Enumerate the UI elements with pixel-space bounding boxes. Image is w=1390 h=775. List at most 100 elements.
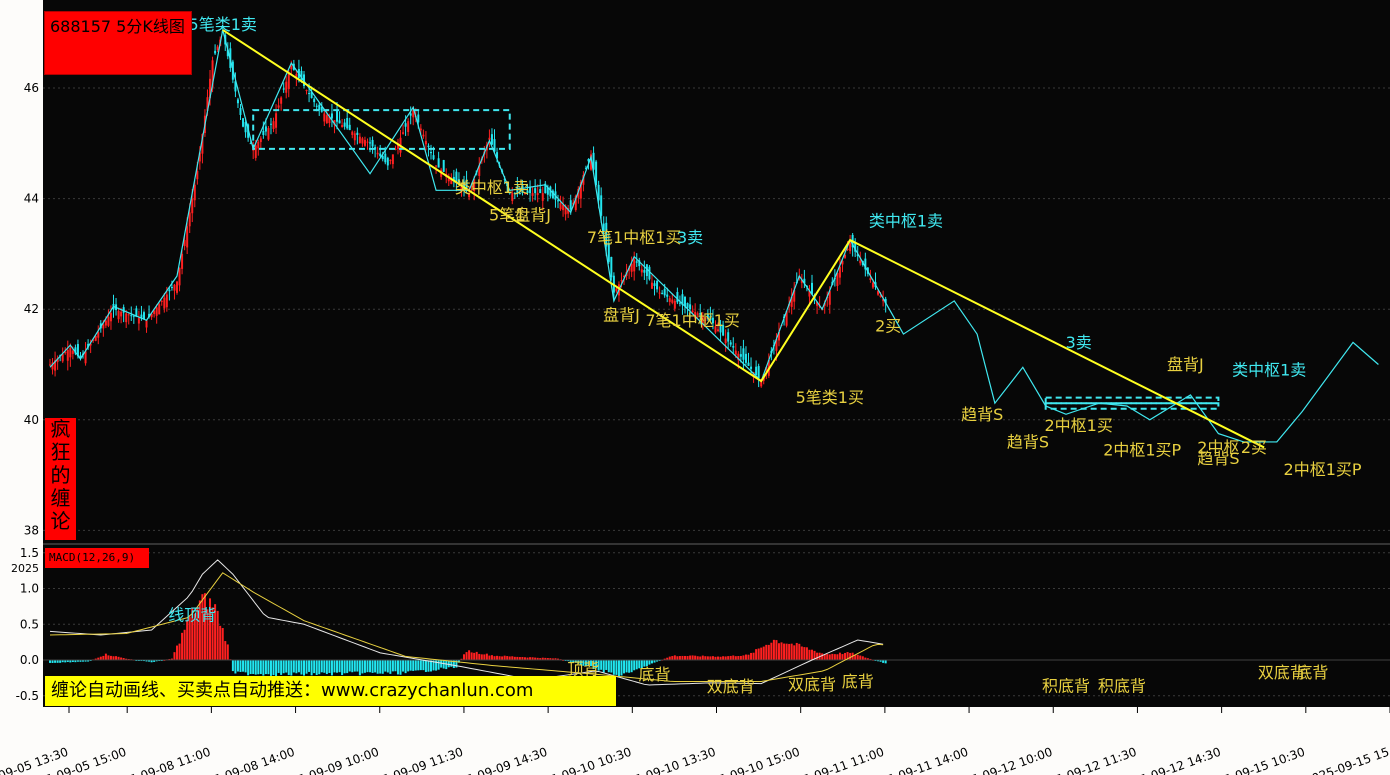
candle-body [249, 143, 252, 145]
macd-histogram-bar [551, 658, 554, 660]
macd-histogram-bar [833, 654, 836, 660]
macd-histogram-bar [272, 660, 275, 676]
candle-body [468, 193, 471, 198]
candle-body [650, 282, 653, 289]
macd-histogram-bar [183, 629, 186, 660]
macd-histogram-bar [69, 660, 72, 663]
candle-body [696, 313, 699, 315]
candle-body [727, 332, 730, 342]
macd-histogram-bar [226, 644, 229, 660]
macd-histogram-bar [800, 646, 803, 660]
candle-body [620, 280, 623, 282]
candle-body [490, 134, 493, 145]
macd-histogram-bar [732, 655, 735, 660]
candle-body [191, 198, 194, 214]
macd-histogram-bar [648, 660, 651, 665]
candle-body [153, 310, 156, 315]
candle-body [859, 260, 862, 264]
macd-signal-label: 双底背 [1258, 663, 1306, 682]
macd-histogram-bar [841, 654, 844, 660]
candle-body [176, 281, 178, 293]
macd-histogram-bar [866, 658, 869, 660]
macd-histogram-bar [206, 609, 209, 660]
candle-body [409, 113, 412, 116]
macd-histogram-bar [247, 660, 250, 676]
macd-histogram-bar [694, 655, 697, 660]
candle-body [333, 120, 336, 125]
macd-histogram-bar [643, 660, 646, 667]
macd-histogram-bar [239, 660, 242, 673]
candle-body [757, 366, 760, 379]
macd-histogram-bar [275, 660, 278, 677]
candle-body [732, 346, 735, 348]
candle-body [290, 65, 293, 70]
macd-histogram-bar [430, 660, 432, 672]
candle-body [452, 176, 455, 181]
macd-histogram-bar [511, 656, 514, 660]
candle-body [102, 324, 105, 329]
candle-body [846, 248, 849, 250]
candle-body [353, 133, 356, 141]
macd-histogram-bar [338, 660, 341, 673]
macd-histogram-bar [719, 656, 722, 660]
promo-banner[interactable]: 缠论自动画线、买卖点自动推送：www.crazychanlun.com [45, 676, 616, 706]
macd-histogram-bar [678, 656, 681, 660]
macd-histogram-bar [201, 594, 204, 660]
macd-histogram-bar [178, 643, 181, 660]
macd-dea-line [49, 572, 884, 682]
macd-histogram-bar [323, 660, 326, 673]
macd-histogram-bar [61, 660, 64, 663]
macd-histogram-bar [709, 656, 712, 660]
candle-body [856, 254, 859, 257]
candle-body [516, 186, 519, 194]
macd-histogram-bar [493, 656, 496, 660]
macd-histogram-bar [297, 660, 300, 673]
candle-body [564, 206, 567, 215]
candle-body [87, 343, 90, 348]
macd-histogram-bar [539, 658, 542, 660]
macd-histogram-bar [402, 660, 405, 672]
signal-label: 盘背J [603, 305, 640, 324]
macd-histogram-bar [473, 652, 476, 660]
candle-body [584, 167, 587, 169]
candle-body [653, 283, 656, 286]
candle-body [188, 212, 191, 227]
macd-histogram-bar [417, 660, 420, 671]
candle-body [496, 152, 499, 159]
macd-histogram-bar [516, 656, 519, 660]
signal-label: 类中枢1卖 [455, 178, 529, 197]
candle-body [402, 132, 405, 134]
macd-histogram-bar [777, 643, 780, 660]
macd-histogram-bar [109, 655, 112, 660]
macd-histogram-bar [173, 652, 176, 660]
macd-histogram-bar [844, 652, 847, 660]
macd-signal-label: 积底背 [1098, 676, 1146, 695]
macd-signal-label: 双底背 [788, 675, 836, 694]
macd-histogram-bar [409, 660, 412, 671]
candle-body [691, 310, 694, 313]
macd-histogram-bar [262, 660, 265, 676]
macd-histogram-bar [369, 660, 372, 673]
side-badge-char: 缠 [50, 486, 71, 510]
macd-histogram-bar [808, 649, 811, 660]
macd-histogram-bar [450, 660, 453, 667]
macd-histogram-bar [762, 646, 765, 660]
macd-histogram-bar [56, 660, 59, 663]
candle-body [531, 193, 534, 196]
macd-histogram-bar [343, 660, 346, 674]
macd-histogram-bar [176, 645, 178, 660]
macd-label: MACD(12,26,9) [45, 548, 149, 568]
macd-histogram-bar [148, 660, 151, 662]
macd-histogram-bar [681, 655, 684, 660]
macd-histogram-bar [656, 660, 659, 662]
macd-histogram-bar [518, 657, 521, 660]
macd-histogram-bar [94, 658, 97, 660]
macd-histogram-bar [150, 660, 153, 663]
side-badge-char: 论 [50, 509, 71, 533]
macd-histogram-bar [653, 660, 656, 663]
candle-body [214, 50, 217, 54]
macd-histogram-bar [115, 656, 118, 660]
candle-body [234, 81, 237, 92]
macd-histogram-bar [155, 660, 158, 662]
macd-histogram-bar [734, 656, 737, 660]
